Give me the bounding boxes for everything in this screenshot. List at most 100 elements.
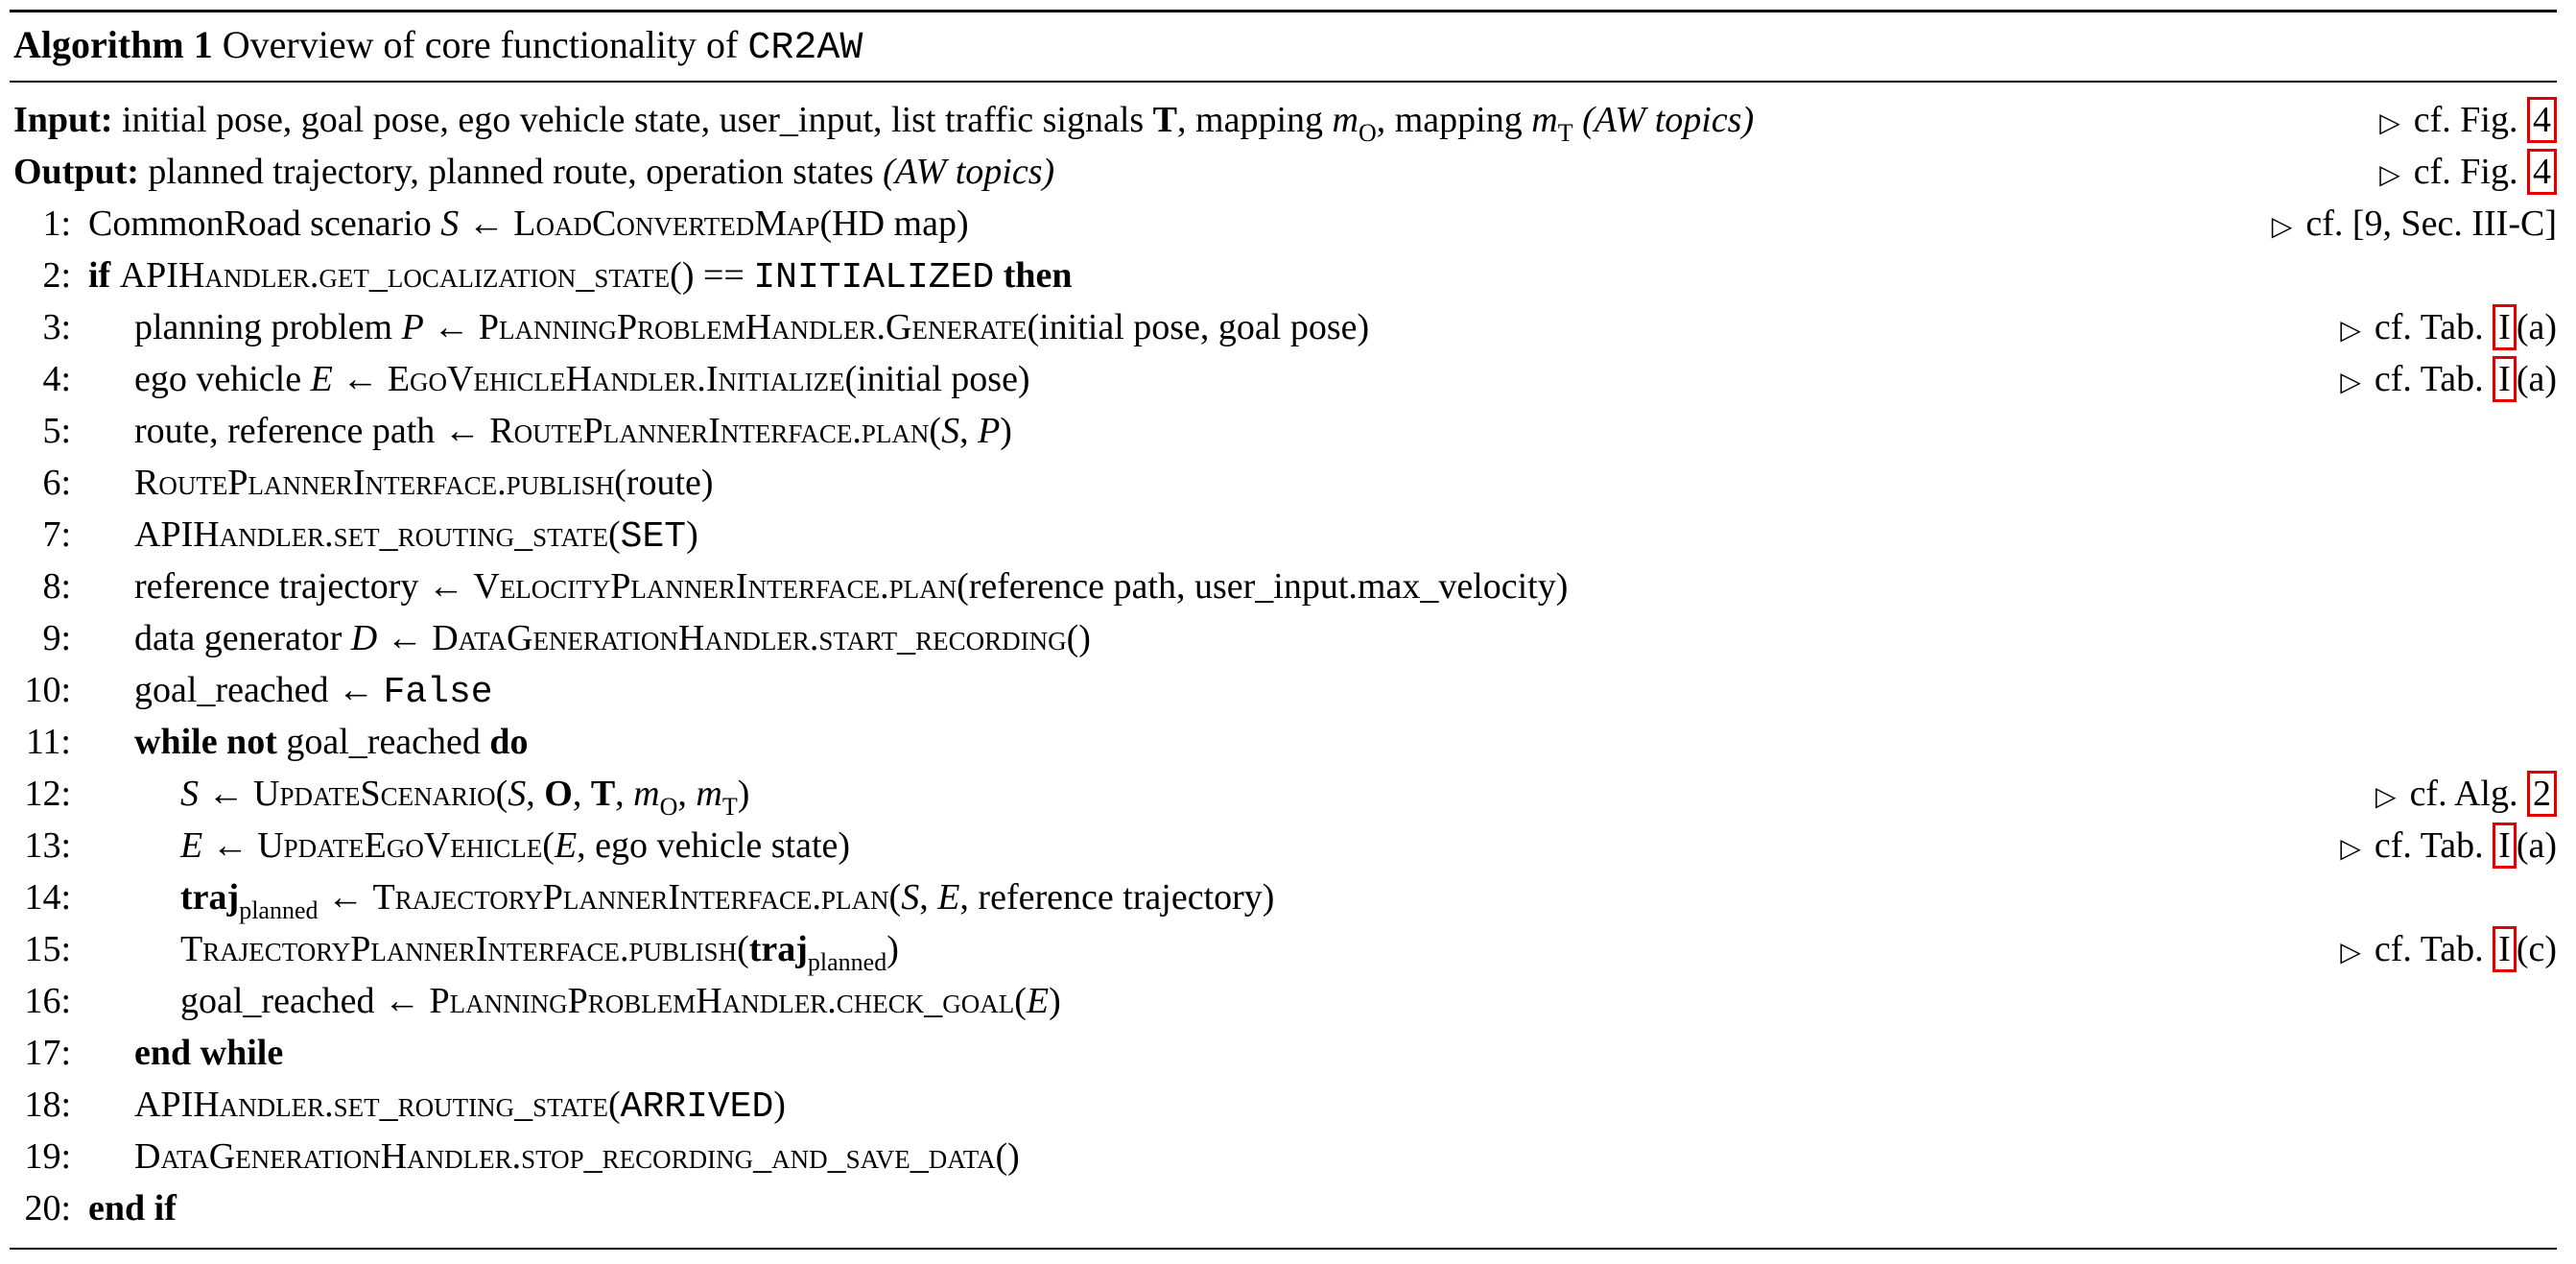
comment-text: cf. [9, Sec. III-C]	[2305, 203, 2557, 244]
comment-text: cf. Fig.	[2413, 152, 2518, 192]
caption-name: CR2AW	[747, 27, 863, 70]
table-link[interactable]: I	[2493, 823, 2517, 869]
line-number: 6:	[42, 463, 71, 503]
function-args: , ego vehicle state)	[577, 825, 851, 866]
comment-triangle-icon: ▷	[2340, 314, 2361, 346]
comment-triangle-icon: ▷	[2379, 107, 2400, 138]
comment-text: cf. Tab.	[2374, 359, 2484, 399]
var-E: E	[554, 825, 578, 866]
comment-suffix: (a)	[2516, 825, 2557, 866]
function-args: ()	[995, 1136, 1020, 1177]
comment-triangle-icon: ▷	[2271, 210, 2293, 242]
code-text: goal_reached	[180, 981, 375, 1021]
line-number: 2:	[42, 255, 71, 296]
figure-link[interactable]: 4	[2527, 97, 2557, 143]
table-link[interactable]: I	[2493, 304, 2517, 350]
assign-arrow-icon: ←	[386, 618, 423, 658]
figure-link[interactable]: 4	[2527, 149, 2557, 195]
var-S: S	[941, 411, 960, 451]
state-constant: SET	[620, 516, 687, 558]
var-E: E	[310, 359, 333, 399]
function-args: , reference trajectory)	[959, 877, 1275, 918]
comment-text: cf. Tab.	[2374, 307, 2484, 347]
code-text: ego vehicle	[134, 359, 302, 399]
assign-arrow-icon: ←	[211, 825, 248, 866]
algo-line-3: 3: planning problem P ← PlanningProblemH…	[10, 301, 2557, 353]
var-S: S	[180, 774, 199, 814]
algo-line-15: 15: TrajectoryPlannerInterface.publish(t…	[10, 923, 2557, 978]
var-E: E	[937, 877, 960, 918]
paren: )	[1000, 411, 1012, 451]
var-P: P	[978, 411, 1001, 451]
algo-line-5: 5: route, reference path ← RoutePlannerI…	[10, 405, 2557, 457]
function-name: UpdateEgoVehicle	[257, 825, 543, 866]
algo-line-8: 8: reference trajectory ← VelocityPlanne…	[10, 560, 2557, 612]
line-comment: ▷ cf. Alg. 2	[2375, 768, 2557, 823]
function-args: () ==	[670, 255, 744, 296]
line-number: 20:	[24, 1188, 71, 1228]
code-text: CommonRoad scenario	[88, 203, 432, 244]
line-comment: ▷ cf. Tab. I (c)	[2340, 923, 2557, 978]
var-m: m	[696, 774, 722, 814]
function-args: (HD map)	[819, 203, 969, 244]
keyword-end-if: end if	[88, 1188, 177, 1228]
algo-line-16: 16: goal_reached ← PlanningProblemHandle…	[10, 975, 2557, 1027]
algorithm-caption: Algorithm 1 Overview of core functionali…	[10, 19, 2557, 71]
keyword-then: then	[1003, 255, 1073, 296]
algo-line-10: 10: goal_reached ← False	[10, 664, 2557, 716]
algorithm-link[interactable]: 2	[2527, 771, 2557, 817]
comment-text: cf. Tab.	[2374, 825, 2484, 866]
output-aw-topics: (AW topics)	[883, 152, 1055, 192]
input-text-3: , mapping	[1376, 100, 1523, 140]
comment-text: cf. Alg.	[2409, 774, 2518, 814]
paren: )	[886, 929, 899, 969]
line-number: 16:	[24, 981, 71, 1021]
line-number: 14:	[24, 877, 71, 918]
var-S: S	[901, 877, 920, 918]
paren: (	[888, 877, 902, 918]
output-line: Output: planned trajectory, planned rout…	[10, 146, 2557, 198]
keyword-end-while: end while	[134, 1033, 284, 1073]
function-name: APIHandler.set_routing_state	[134, 1085, 608, 1125]
line-number: 10:	[24, 670, 71, 710]
algo-line-6: 6: RoutePlannerInterface.publish(route)	[10, 457, 2557, 509]
var-traj: traj	[748, 929, 808, 969]
function-name: DataGenerationHandler.start_recording	[432, 618, 1067, 658]
line-number: 12:	[24, 774, 71, 814]
comment-triangle-icon: ▷	[2379, 158, 2400, 190]
assign-arrow-icon: ←	[427, 566, 464, 607]
input-var-m2: m	[1531, 100, 1558, 140]
var-O: O	[544, 774, 573, 814]
input-keyword: Input:	[13, 100, 113, 140]
comma: ,	[919, 877, 929, 918]
comma: ,	[677, 774, 687, 814]
state-constant: INITIALIZED	[753, 257, 995, 298]
algo-line-2: 2: if APIHandler.get_localization_state(…	[10, 250, 2557, 301]
table-link[interactable]: I	[2493, 356, 2517, 402]
function-name: RoutePlannerInterface.plan	[489, 411, 930, 451]
input-var-m: m	[1332, 100, 1359, 140]
caption-text: Overview of core functionality of	[222, 23, 739, 66]
output-comment: ▷ cf. Fig. 4	[2379, 146, 2557, 201]
algo-line-4: 4: ego vehicle E ← EgoVehicleHandler.Ini…	[10, 353, 2557, 405]
table-link[interactable]: I	[2493, 926, 2517, 972]
line-number: 17:	[24, 1033, 71, 1073]
function-name: TrajectoryPlannerInterface.publish	[180, 929, 738, 969]
code-text: route, reference path	[134, 411, 436, 451]
function-args: (reference path, user_input.max_velocity…	[957, 566, 1569, 607]
line-number: 13:	[24, 825, 71, 866]
comma: ,	[615, 774, 625, 814]
line-comment: ▷ cf. Tab. I (a)	[2340, 820, 2557, 874]
assign-arrow-icon: ←	[207, 774, 245, 814]
var-E: E	[1026, 981, 1050, 1021]
comment-triangle-icon: ▷	[2340, 366, 2361, 397]
code-text: reference trajectory	[134, 566, 419, 607]
assign-arrow-icon: ←	[467, 203, 505, 244]
boolean-constant: False	[383, 672, 493, 713]
input-aw-topics: (AW topics)	[1582, 100, 1755, 140]
var-m: m	[633, 774, 660, 814]
algo-line-11: 11: while not goal_reached do	[10, 716, 2557, 768]
paren: (	[542, 825, 555, 866]
comma: ,	[959, 411, 969, 451]
algo-line-19: 19: DataGenerationHandler.stop_recording…	[10, 1131, 2557, 1182]
